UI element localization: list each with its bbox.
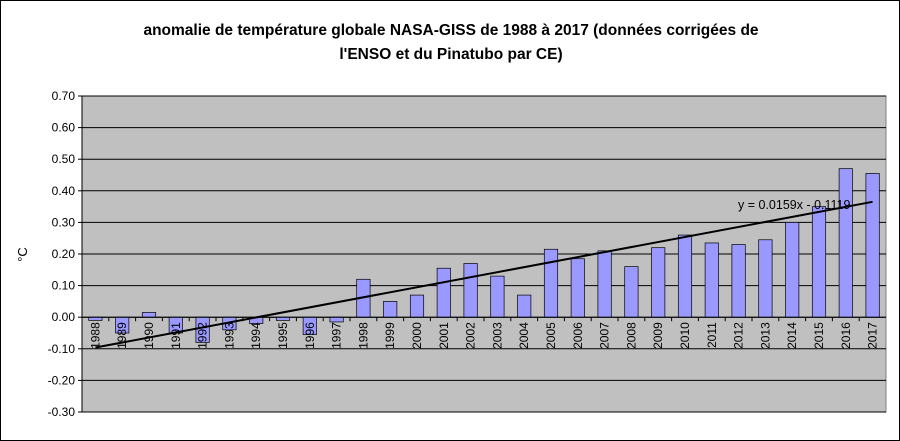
x-tick-label: 2011 bbox=[705, 322, 719, 348]
x-tick-label: 2013 bbox=[758, 322, 772, 349]
x-tick-label: 1988 bbox=[88, 322, 102, 349]
title-line-2: l'ENSO et du Pinatubo par CE) bbox=[339, 46, 563, 63]
x-tick-label: 2006 bbox=[571, 322, 585, 349]
bar bbox=[811, 206, 827, 318]
y-tick-label: -0.30 bbox=[48, 405, 76, 419]
x-tick-label: 1996 bbox=[303, 322, 317, 349]
y-tick-label: 0.60 bbox=[52, 121, 76, 135]
x-tick-label: 1989 bbox=[115, 322, 129, 349]
y-tick-label: 0.00 bbox=[52, 310, 76, 324]
x-tick-label: 2000 bbox=[410, 322, 424, 349]
bar bbox=[677, 234, 693, 318]
y-tick-label: 0.50 bbox=[52, 152, 76, 166]
x-tick-label: 2009 bbox=[651, 322, 665, 349]
y-tick-label: 0.40 bbox=[52, 184, 76, 198]
x-tick-label: 2002 bbox=[464, 322, 478, 349]
x-tick-label: 1997 bbox=[330, 322, 344, 349]
x-tick-label: 2001 bbox=[437, 322, 451, 349]
y-tick-label: -0.10 bbox=[48, 342, 76, 356]
bar bbox=[758, 239, 773, 318]
x-tick-label: 2003 bbox=[490, 322, 504, 349]
x-tick-label: 1998 bbox=[356, 322, 370, 349]
x-tick-label: 1990 bbox=[142, 322, 156, 349]
bar bbox=[570, 258, 585, 318]
bar bbox=[383, 301, 398, 318]
x-tick-label: 1994 bbox=[249, 322, 263, 349]
x-tick-label: 2004 bbox=[517, 322, 531, 349]
y-tick-label: -0.20 bbox=[48, 373, 76, 387]
x-tick-label: 2016 bbox=[839, 322, 853, 349]
bar bbox=[517, 294, 532, 318]
trendline bbox=[95, 200, 873, 349]
bar bbox=[543, 248, 559, 318]
bar bbox=[409, 294, 425, 318]
bar bbox=[597, 250, 612, 318]
bar bbox=[329, 316, 344, 323]
bar bbox=[490, 275, 505, 318]
x-tick-label: 1991 bbox=[169, 322, 183, 349]
bar bbox=[624, 266, 639, 318]
x-tick-label: 1993 bbox=[222, 322, 236, 349]
bar bbox=[838, 168, 853, 318]
chart-title: anomalie de température globale NASA-GIS… bbox=[101, 19, 801, 67]
x-tick-label: 2007 bbox=[598, 322, 612, 349]
trendline-equation: y = 0.0159x - 0.1119 bbox=[738, 198, 851, 212]
x-tick-label: 2008 bbox=[624, 322, 638, 349]
y-tick-label: 0.70 bbox=[52, 89, 76, 103]
x-tick-label: 1999 bbox=[383, 322, 397, 349]
x-tick-label: 2010 bbox=[678, 322, 692, 349]
bar bbox=[463, 263, 478, 318]
bar bbox=[865, 173, 880, 318]
x-tick-label: 2005 bbox=[544, 322, 558, 349]
y-tick-label: 0.10 bbox=[52, 279, 76, 293]
y-tick-label: 0.20 bbox=[52, 247, 76, 261]
bar bbox=[731, 244, 746, 318]
x-tick-label: 2017 bbox=[866, 322, 880, 349]
bar bbox=[141, 312, 157, 318]
bar bbox=[704, 242, 719, 318]
x-tick-label: 2015 bbox=[812, 322, 826, 349]
x-tick-label: 2012 bbox=[732, 322, 746, 349]
title-line-1: anomalie de température globale NASA-GIS… bbox=[143, 22, 759, 39]
x-tick-label: 1995 bbox=[276, 322, 290, 349]
bar bbox=[785, 222, 800, 318]
x-tick-label: 2014 bbox=[785, 322, 799, 349]
y-tick-label: 0.30 bbox=[52, 215, 76, 229]
bar bbox=[436, 267, 451, 318]
bar bbox=[651, 247, 666, 318]
